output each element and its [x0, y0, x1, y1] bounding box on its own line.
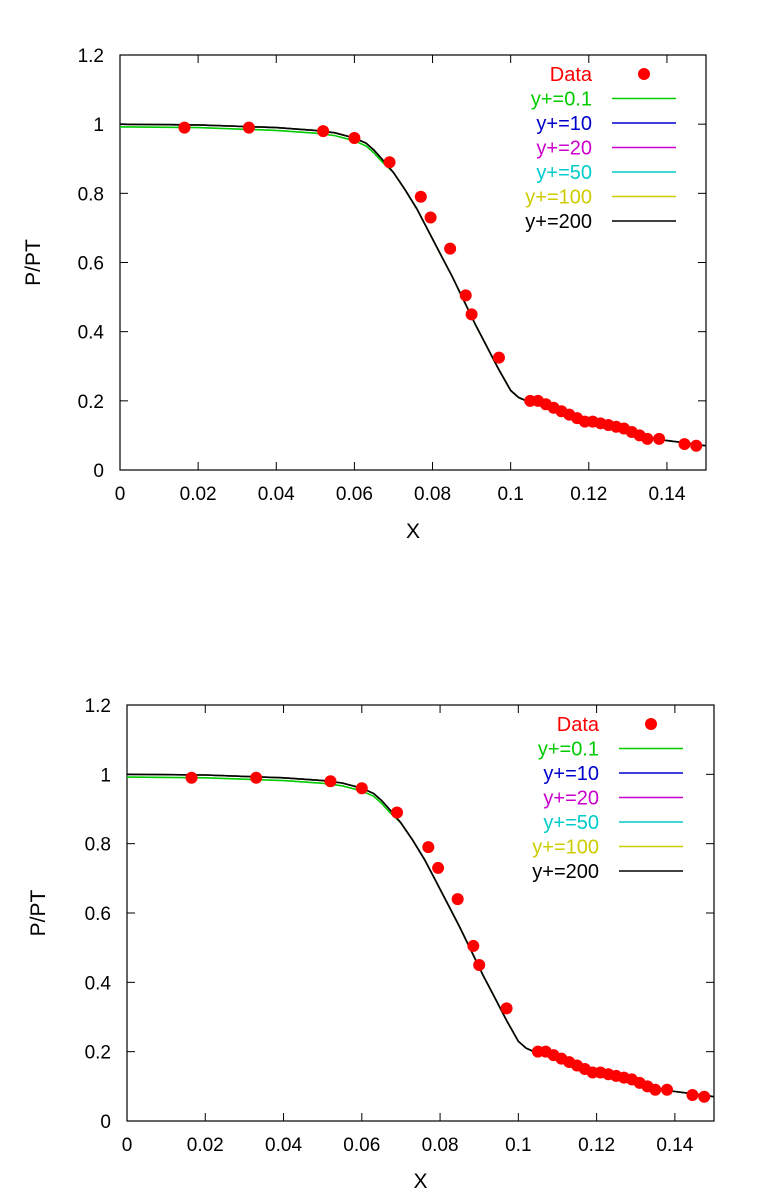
legend-label: y+=10: [536, 113, 592, 135]
x-axis-label: X: [413, 1170, 427, 1193]
legend-label: y+=100: [532, 837, 599, 859]
y-axis-label: P/PT: [27, 889, 50, 936]
y-tick-label: 0.8: [78, 184, 104, 205]
x-tick-label: 0.04: [265, 1135, 302, 1156]
data-point: [698, 1090, 711, 1103]
data-point: [355, 782, 368, 795]
data-point: [451, 893, 464, 906]
y-tick-label: 1: [100, 765, 111, 786]
data-point: [690, 439, 703, 452]
x-tick-label: 0.1: [497, 484, 523, 505]
legend-label: y+=0.1: [538, 739, 599, 761]
legend-marker: [638, 68, 650, 80]
legend-label: y+=100: [525, 187, 592, 209]
y-tick-label: 0.6: [85, 904, 111, 925]
x-tick-label: 0.12: [578, 1135, 615, 1156]
chart-2: 0 0.02 0.04 0.06 0.08 0.1 0.12 0.14 0 0.2 0.4 0.6 0.…: [27, 696, 715, 1193]
legend-label: y+=0.1: [531, 89, 592, 111]
data-point: [649, 1083, 662, 1096]
x-tick-label: 0.08: [414, 484, 451, 505]
data-point: [250, 771, 263, 784]
data-point: [348, 132, 361, 144]
x-tick-label: 0: [115, 484, 126, 505]
y-tick-label: 0.6: [78, 254, 104, 275]
legend-label: Data: [550, 64, 593, 86]
x-tick-label: 0.04: [258, 484, 295, 505]
y-axis-label: P/PT: [22, 239, 45, 286]
y-tick-label: 1.2: [78, 46, 104, 67]
data-point: [178, 121, 191, 134]
y-tick-label: 0.4: [85, 973, 112, 994]
x-tick-label: 0.06: [343, 1135, 380, 1156]
data-point: [185, 771, 198, 784]
data-point: [653, 432, 666, 445]
plot-frame: [119, 54, 707, 471]
legend-label: y+=200: [525, 211, 592, 233]
data-point: [459, 289, 472, 302]
y-tick-label: 0: [100, 1112, 111, 1133]
data-point: [324, 775, 337, 788]
legend-label: y+=20: [543, 788, 599, 810]
data-point: [424, 211, 437, 224]
data-point: [391, 806, 404, 819]
data-point: [383, 156, 396, 169]
data-point: [432, 861, 445, 874]
data-point: [500, 1002, 513, 1015]
data-point: [492, 351, 505, 364]
y-tick-label: 0.2: [85, 1043, 111, 1064]
x-tick-label: 0.08: [422, 1135, 459, 1156]
data-point: [661, 1083, 674, 1096]
chart-1: 0 0.02 0.04 0.06 0.08 0.1 0.12 0.14 0 0.2 0.4 0.6 0.…: [22, 46, 707, 543]
x-tick-label: 0.06: [336, 484, 373, 505]
legend-label: Data: [557, 714, 600, 736]
x-tick-label: 0: [122, 1135, 133, 1156]
data-point: [444, 242, 457, 255]
legend-marker: [645, 718, 657, 730]
data-point: [686, 1089, 699, 1101]
data-point: [467, 939, 480, 952]
legend-label: y+=200: [532, 861, 599, 883]
y-tick-label: 0: [93, 461, 104, 482]
x-tick-label: 0.14: [648, 484, 685, 505]
y-tick-label: 0.8: [85, 835, 111, 856]
legend-label: y+=50: [543, 812, 599, 834]
y-tick-label: 1.2: [85, 696, 111, 717]
x-tick-label: 0.1: [505, 1135, 531, 1156]
data-point: [422, 841, 435, 854]
x-tick-label: 0.12: [570, 484, 607, 505]
legend-label: y+=20: [536, 138, 592, 160]
data-point: [678, 438, 691, 451]
x-tick-label: 0.14: [656, 1135, 693, 1156]
y-tick-label: 0.2: [78, 392, 104, 413]
data-point: [641, 432, 654, 445]
legend-label: y+=10: [543, 763, 599, 785]
x-axis-label: X: [406, 520, 420, 543]
series-line-y-0-1: [119, 126, 707, 447]
x-tick-label: 0.02: [187, 1135, 224, 1156]
legend-label: y+=50: [536, 162, 592, 184]
data-point: [317, 125, 330, 138]
x-tick-label: 0.02: [180, 484, 217, 505]
data-point: [473, 959, 486, 971]
y-tick-label: 1: [93, 115, 104, 136]
plot-frame: [126, 704, 715, 1122]
series-line-y-0-1: [126, 776, 715, 1098]
data-point: [465, 308, 478, 321]
data-point: [414, 190, 427, 203]
y-tick-label: 0.4: [78, 323, 105, 344]
data-point: [242, 121, 255, 134]
